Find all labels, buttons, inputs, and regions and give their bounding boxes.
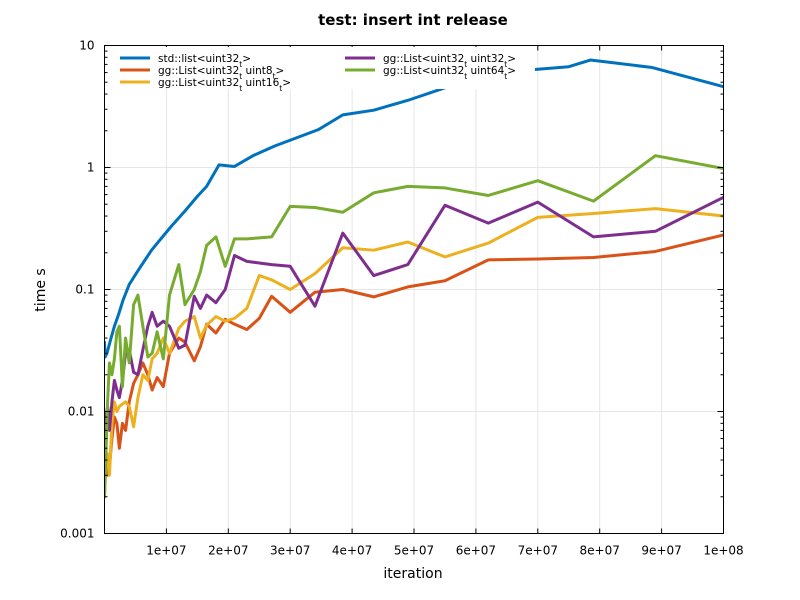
- legend-label-part: >: [507, 65, 516, 77]
- legend-label-3: gg::List<uint32t uint32t>: [383, 53, 516, 69]
- legend-background: [110, 47, 535, 89]
- x-tick-label: 6e+07: [456, 544, 496, 558]
- legend-label-part: uint8: [242, 65, 272, 77]
- legend-label-part: uint16: [242, 77, 279, 89]
- x-tick-label: 5e+07: [394, 544, 434, 558]
- legend-label-part: t: [239, 84, 242, 93]
- y-tick-label: 0.001: [60, 527, 94, 541]
- legend-label-part: t: [239, 60, 242, 69]
- legend-label-part: t: [464, 60, 467, 69]
- series-line-2: [104, 207, 724, 499]
- x-tick-label: 1e+08: [703, 544, 743, 558]
- x-tick-label: 4e+07: [332, 544, 372, 558]
- legend-label-part: gg::List<uint32: [158, 65, 239, 77]
- legend-label-part: >: [276, 65, 285, 77]
- legend-label-0: std::list<uint32t>: [158, 53, 251, 69]
- y-axis-label: time s: [33, 268, 49, 311]
- x-tick-label: 3e+07: [270, 544, 310, 558]
- series-layer: [104, 58, 724, 499]
- legend-label-part: >: [507, 53, 516, 65]
- legend-label-part: uint64: [467, 65, 504, 77]
- x-tick-label: 1e+07: [146, 544, 186, 558]
- legend: std::list<uint32t>gg::List<uint32t uint8…: [110, 47, 535, 93]
- y-tick-label: 1: [87, 161, 95, 175]
- x-tick-label: 7e+07: [518, 544, 558, 558]
- legend-label-part: gg::List<uint32: [383, 65, 464, 77]
- series-line-3: [104, 195, 724, 441]
- legend-label-1: gg::List<uint32t uint8t>: [158, 65, 284, 81]
- legend-label-part: uint32: [467, 53, 504, 65]
- x-axis-label: iteration: [383, 566, 442, 582]
- legend-label-part: t: [239, 72, 242, 81]
- grid: [104, 45, 724, 534]
- axis-ticks: 1e+07 2e+07 3e+07 4e+07 5e+07 6e+07 7e+07 8e+07…: [60, 39, 744, 558]
- x-tick-label: 9e+07: [641, 544, 681, 558]
- chart-title: test: insert int release: [318, 11, 508, 29]
- legend-label-part: >: [282, 77, 291, 89]
- series-line-4: [104, 154, 724, 499]
- legend-label-part: >: [242, 53, 251, 65]
- y-tick-label: 0.1: [75, 283, 94, 297]
- legend-label-part: t: [464, 72, 467, 81]
- legend-label-4: gg::List<uint32t uint64t>: [383, 65, 516, 81]
- y-tick-label: 0.01: [68, 405, 95, 419]
- legend-label-part: t: [504, 60, 507, 69]
- x-tick-label: 8e+07: [580, 544, 620, 558]
- y-tick-label: 10: [79, 39, 94, 53]
- x-tick-label: 2e+07: [208, 544, 248, 558]
- legend-label-part: t: [273, 72, 276, 81]
- legend-label-part: t: [279, 84, 282, 93]
- legend-label-part: t: [504, 72, 507, 81]
- legend-label-part: gg::List<uint32: [158, 77, 239, 89]
- legend-label-part: gg::List<uint32: [383, 53, 464, 65]
- legend-label-2: gg::List<uint32t uint16t>: [158, 77, 291, 93]
- legend-label-part: std::list<uint32: [158, 53, 239, 65]
